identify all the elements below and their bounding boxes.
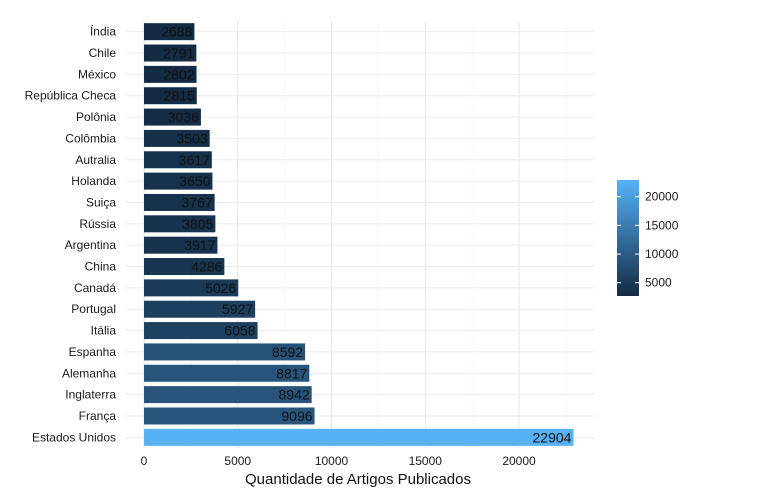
bar <box>144 129 210 147</box>
y-tick-label: Suiça <box>86 195 116 209</box>
y-tick-label: Espanha <box>69 345 117 359</box>
legend-tick-label: 10000 <box>645 247 679 261</box>
bar-value-label: 3503 <box>177 130 208 146</box>
bar <box>144 215 216 233</box>
y-tick-label: Estados Unidos <box>32 430 116 444</box>
x-tick-label: 20000 <box>502 454 536 468</box>
y-tick-label: China <box>85 260 117 274</box>
grid <box>125 21 595 448</box>
bar-labels: 2688 2791 2802 2815 3036 3503 3617 3650 3767 3805… <box>161 24 571 446</box>
y-tick-label: México <box>78 67 116 81</box>
bar-value-label: 5927 <box>222 301 253 317</box>
bar-value-label: 3805 <box>182 216 213 232</box>
bar-value-label: 9096 <box>281 408 312 424</box>
y-tick-label: Chile <box>89 46 117 60</box>
legend-tick-label: 15000 <box>645 218 679 232</box>
y-axis-tick-labels: Índia Chile México República Checa Polônia Co… <box>25 24 117 445</box>
legend-tick-labels: 5000 10000 15000 20000 <box>617 190 679 290</box>
bar-value-label: 4286 <box>191 259 222 275</box>
bar-value-label: 8817 <box>276 365 307 381</box>
bar <box>144 300 256 318</box>
color-legend: 5000 10000 15000 20000 <box>617 180 679 296</box>
y-tick-label: Autralia <box>75 153 116 167</box>
legend-colorbar <box>617 180 639 296</box>
bar-value-label: 2802 <box>163 66 194 82</box>
bar-value-label: 2688 <box>161 24 192 40</box>
y-tick-label: Itália <box>91 324 117 338</box>
bar-value-label: 6058 <box>224 323 255 339</box>
y-tick-label: República Checa <box>25 89 117 103</box>
bar <box>144 108 201 126</box>
bar-value-label: 8592 <box>272 344 303 360</box>
y-tick-label: Argentina <box>65 238 117 252</box>
legend-tick-label: 5000 <box>645 276 672 290</box>
x-tick-label: 5000 <box>224 454 251 468</box>
bar <box>144 23 195 41</box>
bar <box>144 87 197 105</box>
y-tick-label: Canadá <box>74 281 116 295</box>
bar <box>144 407 315 425</box>
bar <box>144 343 306 361</box>
y-tick-label: Alemanha <box>62 366 116 380</box>
x-axis-title: Quantidade de Artigos Publicados <box>245 471 471 488</box>
x-tick-label: 10000 <box>315 454 349 468</box>
bar <box>144 322 258 340</box>
y-tick-label: Holanda <box>71 174 116 188</box>
bar <box>144 386 312 404</box>
x-tick-label: 0 <box>141 454 148 468</box>
bar-value-label: 2791 <box>163 45 194 61</box>
bar <box>144 236 218 254</box>
y-tick-label: Inglaterra <box>65 388 116 402</box>
bar <box>144 151 212 169</box>
bar <box>144 193 215 211</box>
bars <box>144 23 574 446</box>
x-axis-tick-labels: 0 5000 10000 15000 20000 <box>141 454 536 468</box>
bar <box>144 279 239 297</box>
bar <box>144 44 197 62</box>
bar-value-label: 22904 <box>533 429 572 445</box>
x-tick-label: 15000 <box>409 454 443 468</box>
y-tick-label: França <box>79 409 117 423</box>
bar-value-label: 3650 <box>179 173 210 189</box>
bar-value-label: 3617 <box>179 152 210 168</box>
y-tick-label: Colômbia <box>65 131 116 145</box>
bar-value-label: 3036 <box>168 109 199 125</box>
bar <box>144 258 225 276</box>
y-tick-label: Índia <box>90 24 116 39</box>
bar-value-label: 5026 <box>205 280 236 296</box>
y-tick-label: Rússia <box>79 217 116 231</box>
bar <box>144 172 213 190</box>
bar-value-label: 3917 <box>184 237 215 253</box>
y-tick-label: Portugal <box>71 302 116 316</box>
bar <box>144 65 197 83</box>
bar-value-label: 8942 <box>279 387 310 403</box>
bar <box>144 428 574 446</box>
y-tick-label: Polônia <box>76 110 116 124</box>
bar <box>144 364 310 382</box>
bar-value-label: 3767 <box>181 194 212 210</box>
legend-tick-label: 20000 <box>645 190 679 204</box>
bar-value-label: 2815 <box>164 88 195 104</box>
